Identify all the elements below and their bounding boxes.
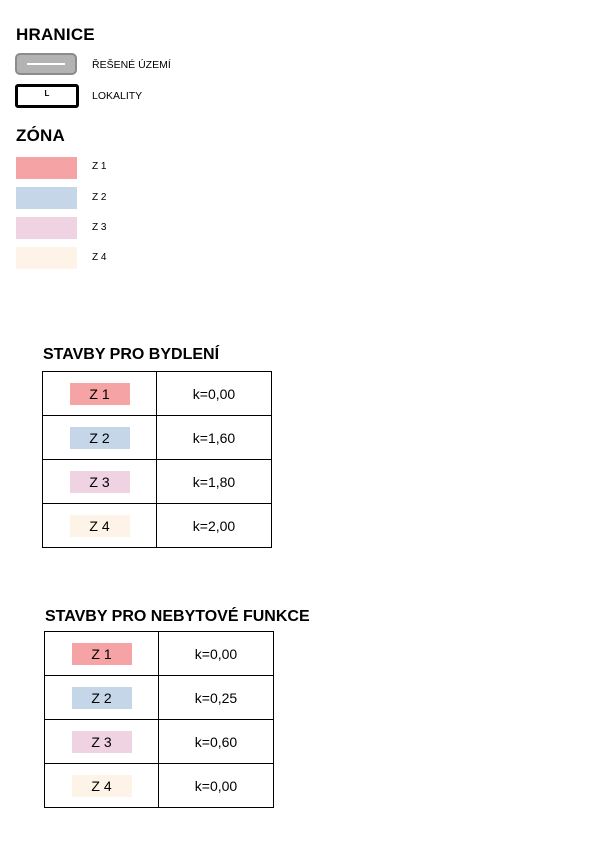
table-row: Z 1 k=0,00: [44, 631, 274, 676]
bydleni-title: STAVBY PRO BYDLENÍ: [43, 346, 220, 363]
zone-cell: Z 1: [44, 631, 159, 676]
table-row: Z 2 k=0,25: [44, 675, 274, 720]
zone-chip-z3: Z 3: [71, 730, 132, 753]
coefficient-cell: k=1,60: [156, 415, 272, 460]
zone-label-z1: Z 1: [92, 161, 107, 172]
coefficient-cell: k=2,00: [156, 503, 272, 548]
table-row: Z 1 k=0,00: [42, 371, 272, 416]
zone-label-z3: Z 3: [92, 222, 107, 233]
zone-cell: Z 4: [44, 763, 159, 808]
nebytove-table: Z 1 k=0,00 Z 2 k=0,25 Z 3 k=0,60 Z 4 k=0…: [44, 631, 274, 808]
table-row: Z 4 k=2,00: [42, 503, 272, 548]
lokality-label: LOKALITY: [92, 90, 143, 102]
zone-swatch-z4: [16, 247, 77, 269]
table-row: Z 4 k=0,00: [44, 763, 274, 808]
lokality-symbol-letter: L: [44, 89, 50, 98]
zone-swatch-z2: [16, 187, 77, 209]
zone-chip-z4: Z 4: [69, 514, 130, 537]
zone-cell: Z 2: [42, 415, 157, 460]
hranice-title: HRANICE: [16, 25, 95, 44]
table-row: Z 3 k=1,80: [42, 459, 272, 504]
zone-chip-z4: Z 4: [71, 774, 132, 797]
coefficient-cell: k=0,00: [156, 371, 272, 416]
zone-chip-z1: Z 1: [71, 642, 132, 665]
nebytove-title: STAVBY PRO NEBYTOVÉ FUNKCE: [45, 608, 310, 625]
zone-swatch-z1: [16, 157, 77, 179]
zone-chip-z2: Z 2: [71, 686, 132, 709]
zone-chip-z3: Z 3: [69, 470, 130, 493]
zone-chip-z2: Z 2: [69, 426, 130, 449]
zone-cell: Z 3: [44, 719, 159, 764]
resene-uzemi-symbol: [15, 53, 77, 75]
coefficient-cell: k=0,00: [158, 631, 274, 676]
resene-uzemi-label: ŘEŠENÉ ÚZEMÍ: [92, 59, 171, 71]
zone-label-z2: Z 2: [92, 192, 107, 203]
zone-chip-z1: Z 1: [69, 382, 130, 405]
table-row: Z 3 k=0,60: [44, 719, 274, 764]
coefficient-cell: k=0,00: [158, 763, 274, 808]
zone-label-z4: Z 4: [92, 252, 107, 263]
zone-cell: Z 4: [42, 503, 157, 548]
coefficient-cell: k=0,25: [158, 675, 274, 720]
zone-cell: Z 1: [42, 371, 157, 416]
zone-cell: Z 3: [42, 459, 157, 504]
bydleni-table: Z 1 k=0,00 Z 2 k=1,60 Z 3 k=1,80 Z 4 k=2…: [42, 371, 272, 548]
zone-cell: Z 2: [44, 675, 159, 720]
coefficient-cell: k=1,80: [156, 459, 272, 504]
zone-swatch-z3: [16, 217, 77, 239]
table-row: Z 2 k=1,60: [42, 415, 272, 460]
lokality-symbol: L: [15, 84, 79, 108]
zona-title: ZÓNA: [16, 126, 65, 145]
coefficient-cell: k=0,60: [158, 719, 274, 764]
